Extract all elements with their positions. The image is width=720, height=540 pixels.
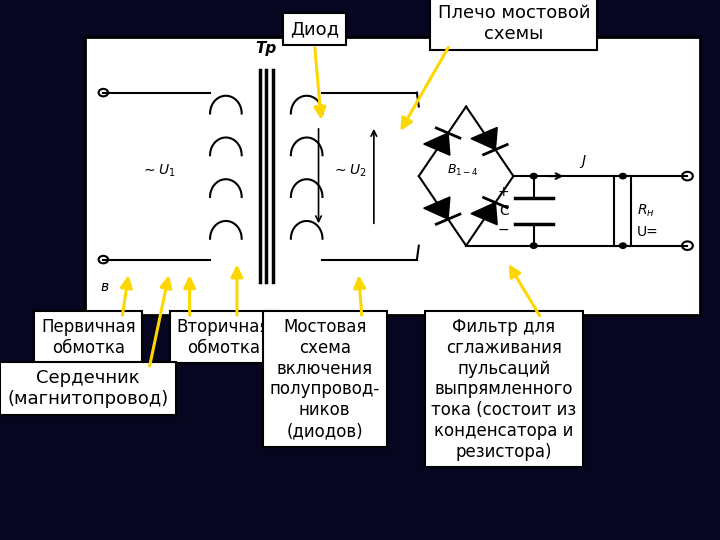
Circle shape xyxy=(531,173,537,179)
Text: J: J xyxy=(581,154,585,168)
Text: +: + xyxy=(498,185,510,199)
Text: $\sim U_1$: $\sim U_1$ xyxy=(141,163,176,179)
Text: Диод: Диод xyxy=(290,20,339,38)
Text: Тр: Тр xyxy=(256,42,277,57)
Text: Мостовая
схема
включения
полупровод-
ников
(диодов): Мостовая схема включения полупровод- ник… xyxy=(269,318,380,440)
Text: $R_н$: $R_н$ xyxy=(636,202,654,219)
Text: C: C xyxy=(500,204,510,218)
Text: Вторичная
обмотка: Вторичная обмотка xyxy=(176,318,270,357)
Text: Сердечник
(магнитопровод): Сердечник (магнитопровод) xyxy=(8,369,169,408)
Text: Плечо мостовой
схемы: Плечо мостовой схемы xyxy=(438,4,590,43)
Circle shape xyxy=(619,173,626,179)
FancyBboxPatch shape xyxy=(85,37,700,315)
Text: $\sim U_2$: $\sim U_2$ xyxy=(332,163,366,179)
Polygon shape xyxy=(423,197,450,219)
FancyBboxPatch shape xyxy=(614,176,631,246)
Circle shape xyxy=(619,243,626,248)
Text: Фильтр для
сглаживания
пульсаций
выпрямленного
тока (состоит из
конденсатора и
р: Фильтр для сглаживания пульсаций выпрямл… xyxy=(431,318,577,461)
Text: в: в xyxy=(100,280,109,294)
Text: Первичная
обмотка: Первичная обмотка xyxy=(41,318,135,357)
Text: $B_{1-4}$: $B_{1-4}$ xyxy=(447,163,479,178)
Polygon shape xyxy=(471,127,498,150)
Circle shape xyxy=(531,243,537,248)
Polygon shape xyxy=(471,202,498,225)
Polygon shape xyxy=(423,133,450,155)
Text: −: − xyxy=(498,222,510,237)
Text: U=: U= xyxy=(636,225,659,239)
